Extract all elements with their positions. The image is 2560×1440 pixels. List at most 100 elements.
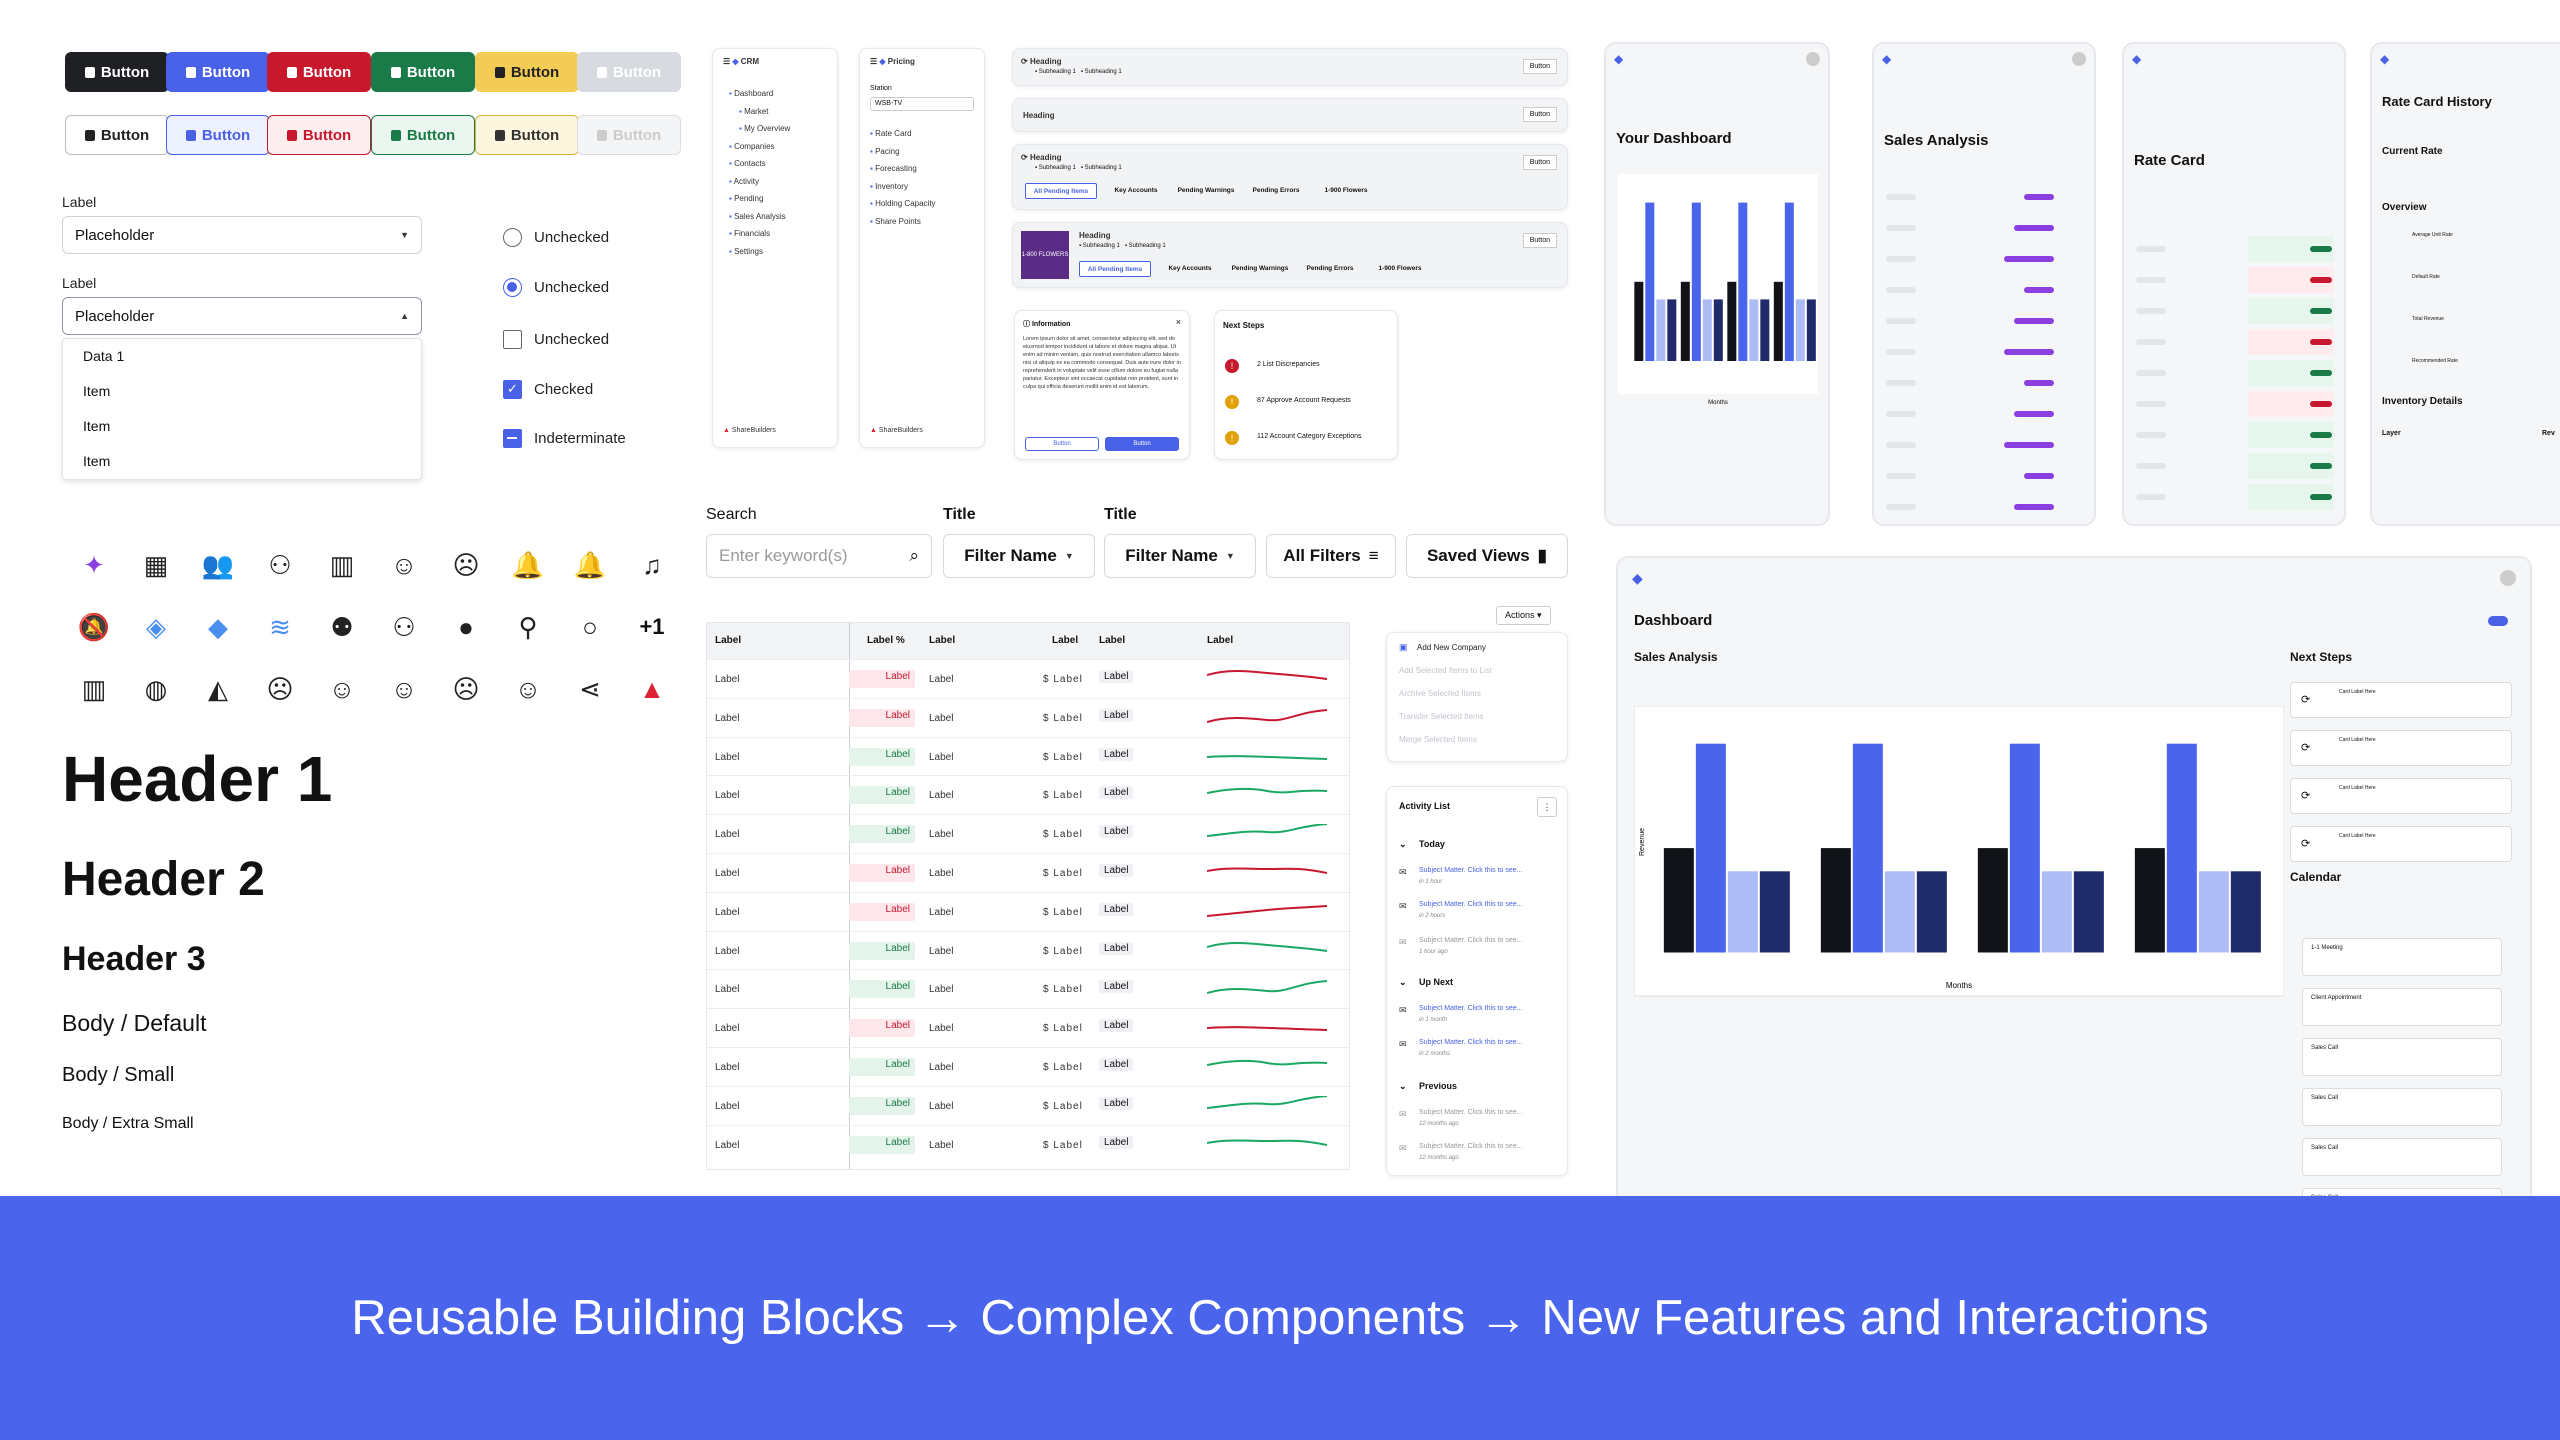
sidebar-item[interactable]: ▪ Settings [729,247,763,256]
sidebar-item[interactable]: ▪ Share Points [870,217,921,226]
calendar-item[interactable]: Client Appointment [2302,988,2502,1026]
dropdown-option[interactable]: Item [83,383,111,399]
filter-dropdown[interactable]: Filter Name ▼ [943,534,1095,578]
close-icon[interactable]: × [1175,317,1181,327]
heading-button[interactable]: Button [1522,155,1557,170]
tab[interactable]: 1-900 Flowers [1324,187,1368,194]
next-step-card[interactable]: ⟳ Card Label Here [2290,682,2512,718]
sidebar-item[interactable]: ▪ Forecasting [870,164,917,173]
calendar-item[interactable]: 1-1 Meeting [2302,938,2502,976]
sidebar-item[interactable]: ▪ Financials [729,229,770,238]
column-header[interactable]: Label [1099,635,1126,646]
column-header[interactable]: Label [1207,635,1234,646]
sidebar-item[interactable]: ▪ Pending [729,194,763,203]
table-row[interactable]: Label Label Label $ Label Label [707,969,1349,1007]
activity-item[interactable]: Subject Matter. Click this to see... [1419,901,1523,908]
sidebar-item[interactable]: ▪ Companies [729,142,775,151]
column-header[interactable]: Label [929,635,956,646]
column-header[interactable]: Label [1052,635,1079,646]
button-dark[interactable]: Button [65,52,169,92]
button-yellow[interactable]: Button [475,52,579,92]
activity-item[interactable]: Subject Matter. Click this to see... [1419,1039,1523,1046]
sidebar-item[interactable]: ▪ Rate Card [870,129,912,138]
saved-views-button[interactable]: Saved Views ▮ [1406,534,1568,578]
next-step-item[interactable]: 87 Approve Account Requests [1257,397,1351,404]
next-step-item[interactable]: 112 Account Category Exceptions [1257,433,1362,440]
activity-item[interactable]: Subject Matter. Click this to see... [1419,1143,1523,1150]
menu-item[interactable]: Merge Selected Items [1399,735,1477,744]
menu-item[interactable]: Add New Company [1417,643,1486,652]
table-row[interactable]: Label Label Label $ Label Label [707,1085,1349,1124]
tab[interactable]: Pending Errors [1252,187,1300,194]
section-header[interactable]: ⌄ [1399,1081,1407,1091]
tab[interactable]: Key Accounts [1114,187,1158,194]
table-row[interactable]: Label Label Label $ Label Label [707,775,1349,813]
button-red[interactable]: Button [267,52,371,92]
activity-item[interactable]: Subject Matter. Click this to see... [1419,867,1523,874]
sidebar-item[interactable]: ▪ Holding Capacity [870,199,936,208]
tab[interactable]: 1-900 Flowers [1378,265,1422,272]
radio-unchecked[interactable]: Unchecked [503,228,609,247]
calendar-item[interactable]: Sales Call [2302,1138,2502,1176]
next-step-card[interactable]: ⟳ Card Label Here [2290,826,2512,862]
toggle[interactable] [2488,616,2508,626]
menu-item[interactable]: Transfer Selected Items [1399,712,1484,721]
sidebar-item[interactable]: ▪ Contacts [729,159,766,168]
checkbox-checked[interactable]: ✓ Checked [503,380,593,399]
button-blue[interactable]: Button [166,52,270,92]
tab[interactable]: Pending Errors [1306,265,1354,272]
next-step-card[interactable]: ⟳ Card Label Here [2290,730,2512,766]
tab[interactable]: All Pending Items [1079,261,1151,277]
station-select[interactable]: WSB-TV [870,97,974,111]
heading-button[interactable]: Button [1522,107,1557,122]
next-step-card[interactable]: ⟳ Card Label Here [2290,778,2512,814]
sidebar-item[interactable]: ▪ Market [739,107,769,116]
tab[interactable]: Pending Warnings [1231,265,1289,272]
table-row[interactable]: Label Label Label $ Label Label [707,736,1349,775]
calendar-item[interactable]: Sales Call [2302,1088,2502,1126]
more-icon[interactable]: ⋮ [1537,797,1557,817]
dropdown-option[interactable]: Data 1 [83,348,125,364]
activity-item[interactable]: Subject Matter. Click this to see... [1419,1109,1523,1116]
button-yellow-outline[interactable]: Button [475,115,579,155]
dropdown-option[interactable]: Item [83,418,111,434]
tab[interactable]: Key Accounts [1168,265,1212,272]
table-row[interactable]: Label Label Label $ Label Label [707,697,1349,736]
activity-item[interactable]: Subject Matter. Click this to see... [1419,1005,1523,1012]
table-row[interactable]: Label Label Label $ Label Label [707,930,1349,969]
button-green-outline[interactable]: Button [371,115,475,155]
sidebar-item[interactable]: ▪ Activity [729,177,759,186]
heading-button[interactable]: Button [1522,59,1557,74]
button-red-outline[interactable]: Button [267,115,371,155]
next-step-item[interactable]: 2 List Discrepancies [1257,361,1320,368]
menu-item[interactable]: Archive Selected Items [1399,689,1481,698]
info-secondary-button[interactable]: Button [1025,437,1099,451]
search-input[interactable]: Enter keyword(s) ⌕ [706,534,932,578]
tab[interactable]: Pending Warnings [1177,187,1235,194]
dropdown-option[interactable]: Item [83,453,111,469]
menu-item[interactable]: Add Selected Items to List [1399,666,1492,675]
button-blue-outline[interactable]: Button [166,115,270,155]
button-dark-outline[interactable]: Button [65,115,169,155]
table-row[interactable]: Label Label Label $ Label Label [707,891,1349,930]
filter-dropdown[interactable]: Filter Name ▼ [1104,534,1256,578]
checkbox-indeterminate[interactable]: Indeterminate [503,429,626,448]
section-header[interactable]: ⌄ [1399,839,1407,849]
radio-checked[interactable]: Unchecked [503,278,609,297]
sidebar-item[interactable]: ▪ Dashboard [729,89,773,98]
info-primary-button[interactable]: Button [1105,437,1179,451]
all-filters-button[interactable]: All Filters ≡ [1266,534,1396,578]
activity-item[interactable]: Subject Matter. Click this to see... [1419,937,1523,944]
checkbox-unchecked[interactable]: Unchecked [503,330,609,349]
tab[interactable]: All Pending Items [1025,183,1097,199]
sidebar-item[interactable]: ▪ Pacing [870,147,900,156]
table-row[interactable]: Label Label Label $ Label Label [707,814,1349,852]
sidebar-item[interactable]: ▪ Sales Analysis [729,212,786,221]
table-row[interactable]: Label Label Label $ Label Label [707,1047,1349,1085]
column-header[interactable]: Label % [867,635,905,646]
sidebar-item[interactable]: ▪ My Overview [739,124,790,133]
sidebar-item[interactable]: ▪ Inventory [870,182,908,191]
column-header[interactable]: Label [715,635,742,646]
actions-button[interactable]: Actions ▾ [1496,606,1551,625]
button-green[interactable]: Button [371,52,475,92]
